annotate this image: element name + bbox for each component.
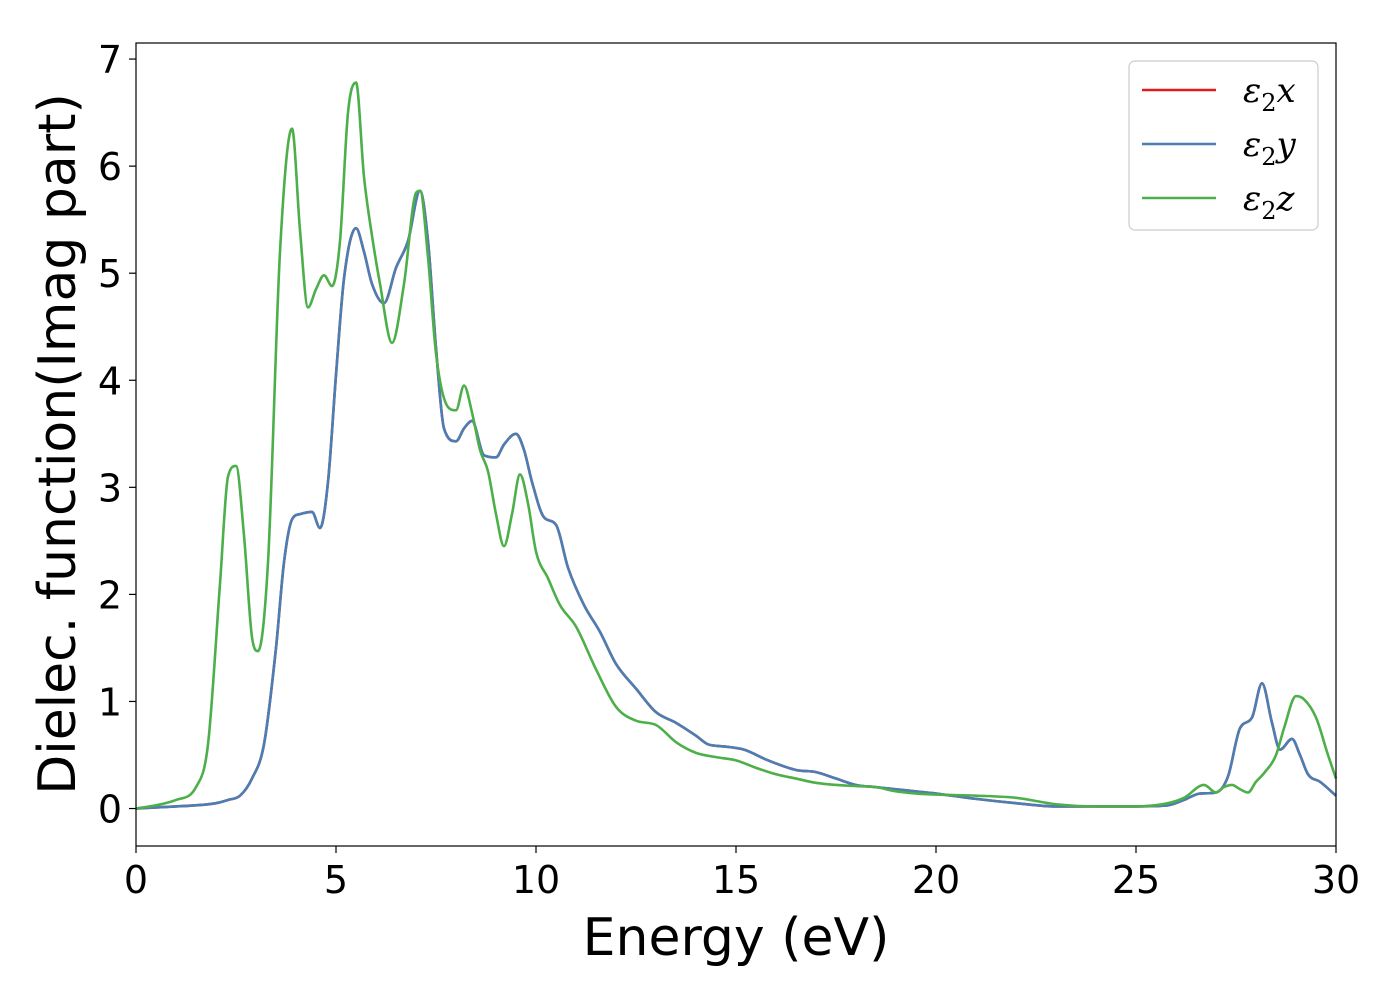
y-axis: 0 1 2 3 4 5 6 7: [98, 38, 136, 832]
x-axis: 0 5 10 15 20 25 30: [124, 846, 1360, 902]
y-tick-label: 4: [98, 359, 122, 403]
x-axis-title: Energy (eV): [583, 908, 890, 968]
y-tick-label: 3: [98, 466, 122, 510]
x-tick-label: 15: [712, 858, 760, 902]
x-tick-label: 30: [1312, 858, 1360, 902]
legend-box: [1128, 60, 1319, 231]
x-tick-label: 0: [124, 858, 148, 902]
legend-label-2: ε2y: [1243, 125, 1297, 171]
series-line-2: [135, 189, 1337, 810]
y-tick-label: 1: [98, 680, 122, 724]
x-tick-label: 5: [324, 858, 348, 902]
y-tick-label: 7: [98, 38, 122, 82]
y-tick-label: 5: [98, 252, 122, 296]
y-axis-title: Dielec. function(Imag part): [28, 93, 88, 795]
y-tick-label: 2: [98, 573, 122, 617]
series-layer: [135, 81, 1338, 810]
y-tick-label: 6: [98, 145, 122, 189]
x-tick-label: 25: [1112, 858, 1160, 902]
series-line-3: [135, 81, 1338, 810]
legend-label-1: ε2x: [1243, 71, 1296, 117]
legend-label-3: ε2z: [1243, 179, 1296, 225]
legend: ε2x ε2y ε2z: [1128, 60, 1319, 231]
x-tick-label: 20: [912, 858, 960, 902]
x-tick-label: 10: [512, 858, 560, 902]
y-tick-label: 0: [98, 788, 122, 832]
